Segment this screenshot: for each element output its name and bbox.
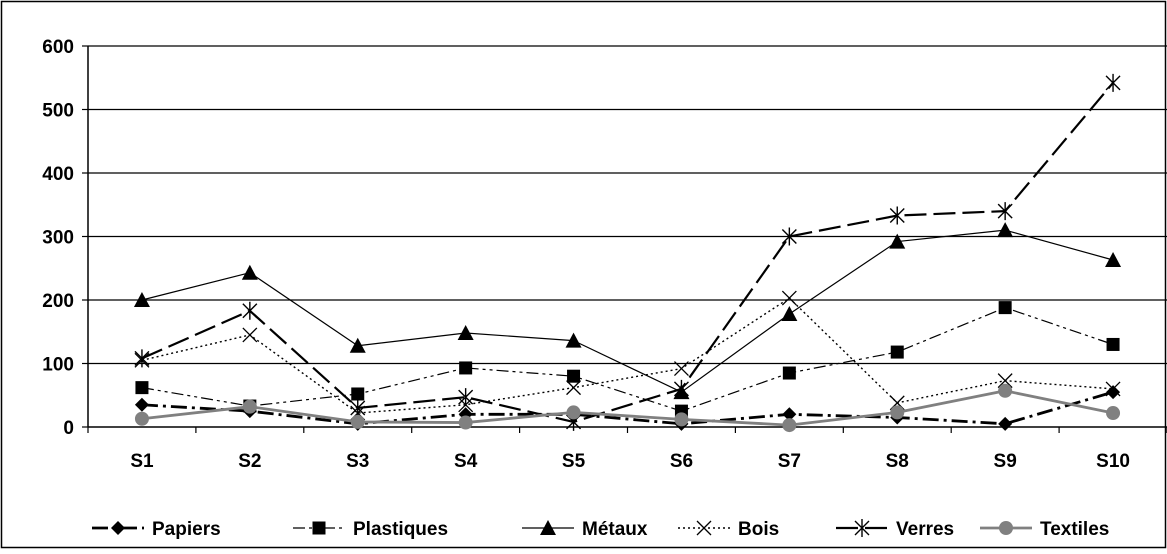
legend-item: Verres	[836, 519, 954, 540]
y-tick-labels: 0 100 200 300 400 500 600	[42, 37, 74, 439]
legend-marker	[696, 520, 712, 536]
data-point	[134, 349, 150, 368]
x-tick-label: S6	[670, 451, 693, 472]
data-point	[350, 414, 365, 429]
data-point	[781, 227, 797, 246]
gridlines	[88, 45, 1167, 365]
y-tick-label: 500	[42, 101, 74, 122]
data-point	[998, 301, 1012, 315]
data-point	[351, 387, 365, 401]
legend-label: Plastiques	[353, 519, 448, 540]
legend-item: Papiers	[92, 519, 221, 540]
data-point	[350, 398, 366, 417]
data-point	[782, 418, 797, 433]
data-point	[242, 301, 258, 320]
series-line	[141, 390, 1114, 426]
legend-marker	[999, 521, 1013, 535]
x-tick-label: S7	[778, 451, 801, 472]
data-point	[997, 202, 1013, 221]
x-tick-labels: S1 S2 S3 S4 S5 S6 S7 S8 S9 S10	[130, 451, 1130, 472]
series-métaux	[133, 222, 1122, 400]
x-tick-label: S1	[130, 451, 154, 472]
x-tick-label: S4	[454, 451, 478, 472]
y-tick-label: 0	[63, 418, 74, 439]
data-point	[567, 369, 581, 383]
data-point	[998, 383, 1013, 398]
data-point	[781, 290, 797, 306]
data-point	[1106, 337, 1120, 351]
data-point	[890, 345, 904, 359]
y-tick-label: 100	[42, 355, 74, 376]
series-line	[141, 389, 1114, 427]
data-point	[349, 337, 366, 353]
legend: Papiers Plastiques Métaux Bois Verres Textile…	[92, 519, 1109, 540]
legend-marker	[540, 520, 556, 535]
data-point	[889, 206, 905, 225]
data-point	[458, 388, 474, 407]
legend-label: Bois	[738, 519, 779, 540]
legend-marker	[111, 521, 125, 535]
series-verres	[134, 73, 1121, 431]
data-point	[134, 397, 149, 412]
series-line	[141, 229, 1114, 393]
series-line	[141, 297, 1114, 414]
data-point	[566, 380, 582, 396]
data-point	[673, 361, 689, 377]
data-point	[242, 399, 257, 414]
x-tick-label: S3	[346, 451, 369, 472]
y-tick-label: 600	[42, 37, 74, 58]
data-point	[134, 411, 149, 426]
series-line	[141, 307, 1114, 412]
data-point	[1105, 381, 1121, 397]
data-point	[458, 415, 473, 430]
series-line	[141, 82, 1114, 424]
data-point	[459, 361, 473, 375]
legend-item: Plastiques	[293, 519, 448, 540]
data-point	[782, 366, 796, 380]
x-tick-label: S9	[994, 451, 1017, 472]
series-textiles	[134, 383, 1121, 433]
data-point	[566, 405, 581, 420]
x-tick-label: S5	[562, 451, 586, 472]
data-point	[1105, 73, 1121, 92]
x-tick-label: S2	[238, 451, 261, 472]
data-point	[674, 412, 689, 427]
axes	[82, 45, 1167, 433]
data-point	[1106, 406, 1121, 421]
legend-label: Textiles	[1040, 519, 1109, 540]
data-point	[997, 222, 1014, 238]
legend-item: Textiles	[980, 519, 1109, 540]
legend-item: Métaux	[522, 519, 648, 540]
data-point	[781, 305, 798, 321]
data-point	[242, 327, 258, 343]
data-point	[133, 292, 150, 307]
data-point	[241, 264, 258, 280]
legend-label: Verres	[896, 519, 954, 540]
legend-label: Papiers	[152, 519, 221, 540]
data-point	[135, 381, 149, 395]
data-point	[1105, 251, 1122, 267]
x-tick-label: S8	[886, 451, 909, 472]
data-point	[997, 373, 1013, 389]
data-point	[673, 379, 689, 398]
data-point	[890, 405, 905, 420]
legend-label: Métaux	[582, 519, 648, 540]
series-group	[133, 73, 1122, 433]
y-tick-label: 400	[42, 164, 74, 185]
x-tick-label: S10	[1096, 451, 1130, 472]
data-point	[565, 332, 582, 348]
y-tick-label: 200	[42, 291, 74, 312]
legend-marker	[312, 521, 326, 535]
data-point	[889, 233, 906, 249]
y-tick-label: 300	[42, 228, 74, 249]
legend-marker	[854, 519, 870, 537]
data-point	[782, 407, 797, 422]
data-point	[998, 416, 1013, 431]
data-point	[457, 325, 474, 341]
legend-item: Bois	[678, 519, 779, 540]
